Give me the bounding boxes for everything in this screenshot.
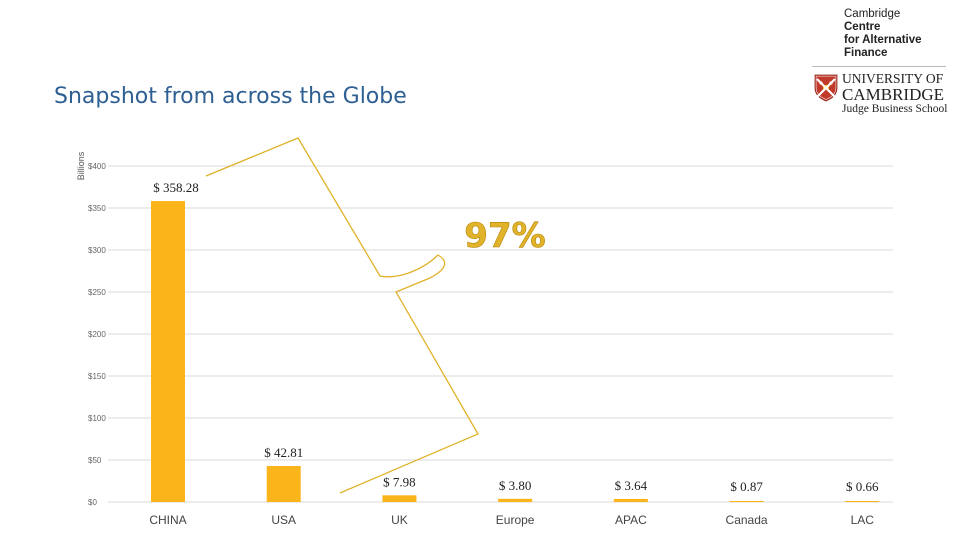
y-tick-label: $0 bbox=[88, 498, 97, 507]
bar bbox=[266, 466, 301, 502]
y-tick-label: $150 bbox=[88, 372, 106, 381]
y-tick-label: $400 bbox=[88, 162, 106, 171]
y-tick-label: $250 bbox=[88, 288, 106, 297]
data-labels: $ 358.28 $ 42.81 $ 7.98 $ 3.80 $ 3.64 $ 0.87 $… bbox=[153, 180, 879, 494]
data-label: $ 0.87 bbox=[730, 479, 763, 494]
x-tick-label: UK bbox=[391, 513, 408, 527]
university-line-2: CAMBRIDGE bbox=[842, 85, 945, 104]
y-tick-label: $300 bbox=[88, 246, 106, 255]
ccaf-line-4: Finance bbox=[844, 47, 888, 59]
y-axis-tick-labels: $0 $50 $100 $150 $200 $250 $300 $350 $400 bbox=[88, 162, 106, 507]
x-tick-label: LAC bbox=[851, 513, 875, 527]
bar bbox=[382, 495, 417, 502]
data-label: $ 3.80 bbox=[499, 478, 532, 493]
y-tick-label: $50 bbox=[88, 456, 102, 465]
x-tick-label: CHINA bbox=[149, 513, 186, 527]
x-tick-label: USA bbox=[271, 513, 296, 527]
data-label: $ 0.66 bbox=[846, 479, 879, 494]
logo: Cambridge Centre for Alternative Finance… bbox=[812, 6, 957, 124]
data-label: $ 42.81 bbox=[264, 445, 303, 460]
university-wordmark: UNIVERSITY OF CAMBRIDGE Judge Business S… bbox=[842, 72, 947, 116]
ccaf-line-3: for Alternative bbox=[844, 34, 922, 46]
bar bbox=[845, 501, 880, 502]
ccaf-line-1: Cambridge bbox=[844, 8, 901, 20]
ccaf-logo: Cambridge Centre for Alternative Finance bbox=[844, 8, 922, 60]
logo-divider bbox=[812, 66, 946, 67]
callout: 97% bbox=[205, 137, 546, 494]
bar bbox=[729, 501, 764, 502]
x-tick-label: Europe bbox=[496, 513, 535, 527]
x-tick-label: Canada bbox=[726, 513, 768, 527]
bar bbox=[498, 498, 533, 502]
ccaf-line-2: Centre bbox=[844, 21, 881, 33]
y-tick-label: $100 bbox=[88, 414, 106, 423]
bar bbox=[613, 498, 648, 502]
y-axis-label: Billions bbox=[76, 151, 86, 180]
x-axis-tick-labels: CHINA USA UK Europe APAC Canada LAC bbox=[149, 513, 874, 527]
bars bbox=[151, 201, 880, 502]
university-line-3: Judge Business School bbox=[842, 103, 948, 115]
callout-percentage: 97% bbox=[464, 216, 545, 256]
university-crest-icon bbox=[814, 74, 838, 102]
data-label: $ 7.98 bbox=[383, 474, 416, 489]
university-line-1: UNIVERSITY OF bbox=[842, 71, 944, 86]
page-title: Snapshot from across the Globe bbox=[54, 84, 407, 109]
x-tick-label: APAC bbox=[615, 513, 647, 527]
bar bbox=[151, 201, 185, 502]
data-label: $ 358.28 bbox=[153, 180, 199, 195]
y-tick-label: $200 bbox=[88, 330, 106, 339]
data-label: $ 3.64 bbox=[615, 478, 648, 493]
gridlines bbox=[108, 165, 893, 503]
callout-brace bbox=[205, 137, 479, 494]
y-tick-label: $350 bbox=[88, 204, 106, 213]
